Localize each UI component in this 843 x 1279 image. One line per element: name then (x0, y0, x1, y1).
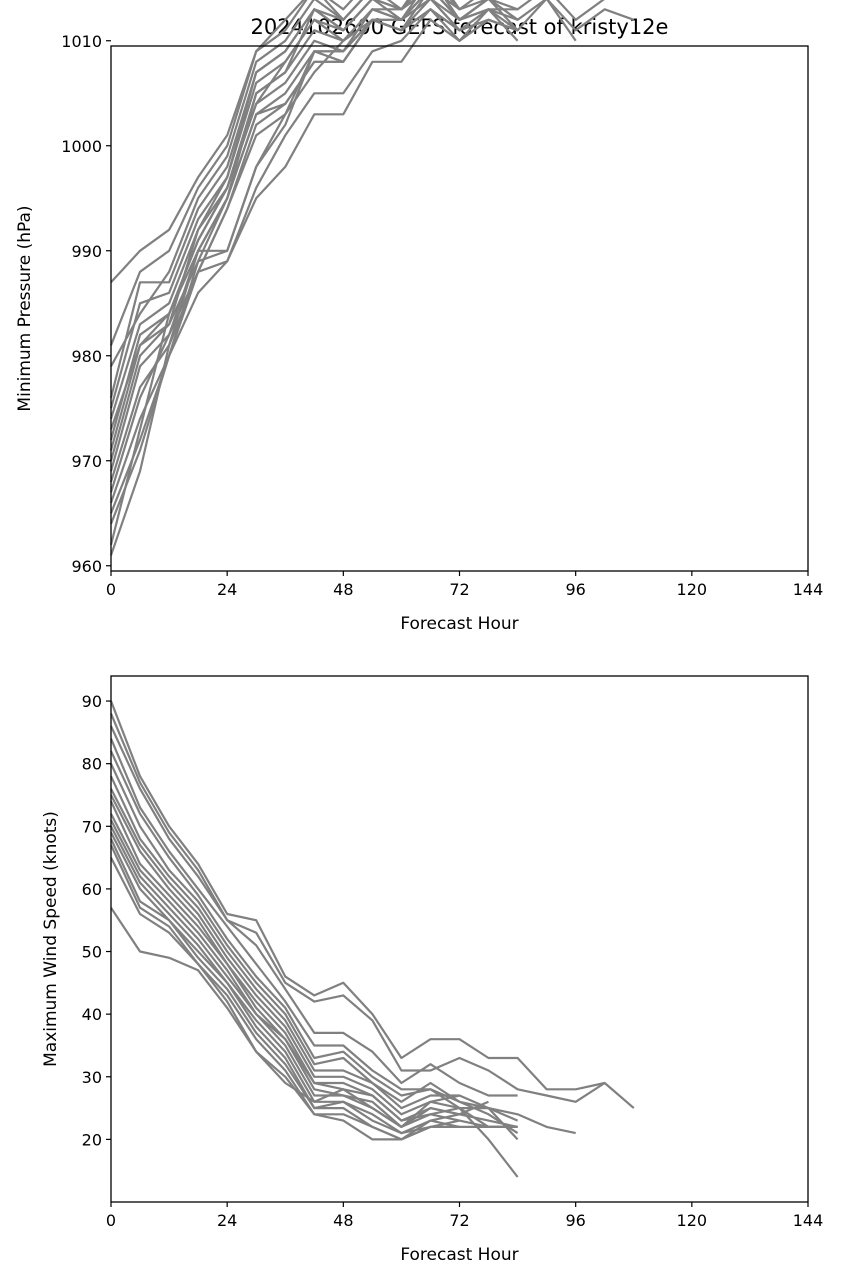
wind-chart: 0 24 48 72 96 120 144 20 30 40 50 60 70 80 90 Forecast … (41, 675, 824, 1265)
x-tick-label: 120 (677, 580, 708, 599)
series-line-m05 (110, 750, 519, 1122)
series-line-m10 (110, 800, 518, 1129)
series-line-m12 (109, 0, 364, 493)
series-line-m04 (109, 0, 635, 399)
series-line-m01 (109, 700, 635, 1109)
series-line-m01 (110, 0, 354, 284)
y-tick-label: 1010 (61, 32, 102, 51)
x-tick-label: 144 (793, 580, 824, 599)
y-axis-label: Minimum Pressure (hPa) (15, 205, 35, 411)
x-axis-label: Forecast Hour (400, 614, 518, 634)
series-line-m14 (109, 8, 518, 514)
x-tick-label: 144 (793, 1211, 824, 1230)
x-tick-label: 72 (449, 580, 469, 599)
series-line-m02 (109, 713, 606, 1103)
series-line-m17 (109, 0, 489, 430)
series-line-m17 (110, 857, 489, 1141)
series-line-m16 (109, 0, 461, 556)
series-line-m07 (110, 775, 519, 1141)
series-line-m18 (109, 0, 518, 546)
y-tick-label: 30 (82, 1068, 102, 1087)
y-tick-label: 40 (82, 1005, 102, 1024)
x-tick-label: 0 (106, 580, 116, 599)
series-line-m08 (110, 788, 519, 1178)
series-line-m03 (110, 725, 518, 1097)
y-tick-label: 80 (82, 755, 102, 774)
y-axis-label: Maximum Wind Speed (knots) (41, 811, 61, 1067)
x-tick-label: 24 (217, 580, 237, 599)
x-tick-label: 72 (449, 1211, 469, 1230)
series-line-m11 (110, 813, 518, 1129)
y-tick-label: 60 (82, 880, 102, 899)
y-tick-label: 1000 (61, 137, 102, 156)
series-line-m02 (109, 0, 475, 346)
y-tick-label: 50 (82, 943, 102, 962)
y-tick-label: 960 (71, 557, 102, 576)
x-tick-label: 48 (333, 1211, 353, 1230)
x-tick-label: 96 (565, 580, 585, 599)
series-line-m18 (110, 907, 460, 1129)
y-tick-label: 70 (82, 817, 102, 836)
series-line-m09 (109, 0, 461, 462)
x-tick-label: 48 (333, 580, 353, 599)
y-tick-label: 970 (71, 452, 102, 471)
series-line-m11 (109, 0, 519, 483)
x-tick-label: 96 (565, 1211, 585, 1230)
series-line-m13 (109, 0, 519, 504)
pressure-chart: 0 24 48 72 96 120 144 960 970 980 990 1000 1010 Forec… (15, 0, 823, 634)
y-tick-label: 980 (71, 347, 102, 366)
y-tick-label: 990 (71, 242, 102, 261)
axes-frame (110, 45, 809, 572)
series-line-m12 (110, 819, 518, 1129)
x-tick-label: 0 (106, 1211, 116, 1230)
x-tick-label: 24 (217, 1211, 237, 1230)
y-tick-label: 90 (82, 692, 102, 711)
x-axis-label: Forecast Hour (400, 1245, 518, 1265)
x-tick-label: 120 (677, 1211, 708, 1230)
series-line-m04 (109, 738, 576, 1135)
y-tick-label: 20 (82, 1130, 102, 1149)
series-line-m15 (109, 18, 518, 525)
series-line-m06 (109, 8, 519, 420)
